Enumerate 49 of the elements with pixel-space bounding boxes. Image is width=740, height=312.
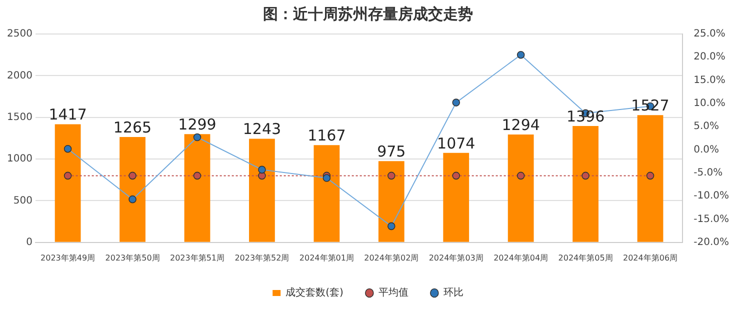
y-tick-label: 2000 xyxy=(6,70,32,82)
x-tick-label: 2023年第52周 xyxy=(234,253,290,262)
y2-tick-label: -20.0% xyxy=(694,236,730,248)
bar xyxy=(120,136,146,242)
legend-label: 环比 xyxy=(443,286,464,299)
y2-tick-label: -10.0% xyxy=(694,190,730,202)
bar xyxy=(637,115,664,242)
legend-label: 平均值 xyxy=(378,286,408,299)
bar xyxy=(249,138,275,242)
x-tick-label: 2024年第03周 xyxy=(428,253,484,262)
legend-label: 成交套数(套) xyxy=(286,286,344,299)
y2-tick-label: 20.0% xyxy=(694,52,726,63)
x-tick-label: 2023年第49周 xyxy=(40,253,96,262)
data-label: 1417 xyxy=(48,106,87,124)
x-tick-label: 2023年第50周 xyxy=(105,253,160,262)
x-tick-label: 2024年第04周 xyxy=(494,253,548,262)
x-tick-label: 2024年第02周 xyxy=(364,253,419,262)
y2-tick-label: 0.0% xyxy=(694,144,720,156)
bar xyxy=(184,134,210,242)
y-tick-label: 500 xyxy=(13,195,32,206)
data-label: 1243 xyxy=(242,120,282,138)
x-tick-label: 2024年第05周 xyxy=(558,253,613,262)
y2-tick-label: -15.0% xyxy=(694,214,730,225)
x-tick-label: 2024年第06周 xyxy=(622,253,678,262)
bar xyxy=(314,145,340,242)
bar xyxy=(572,126,598,242)
y2-tick-label: -5.0% xyxy=(694,168,723,179)
bar xyxy=(54,124,81,242)
bar xyxy=(508,134,534,242)
data-label: 1396 xyxy=(566,107,605,126)
data-label: 975 xyxy=(377,142,406,161)
y-tick-label: 1000 xyxy=(6,154,32,165)
x-tick-label: 2024年第01周 xyxy=(299,253,354,262)
y2-tick-label: 5.0% xyxy=(694,121,720,132)
chart-title: 图：近十周苏州存量房成交走势 xyxy=(263,4,473,23)
y2-tick-label: 15.0% xyxy=(694,74,726,86)
data-label: 1167 xyxy=(308,126,346,145)
y-tick-label: 2500 xyxy=(6,28,32,40)
bar xyxy=(378,161,404,242)
data-label: 1299 xyxy=(178,116,216,134)
bar xyxy=(443,152,470,242)
data-label: 1074 xyxy=(437,134,476,152)
data-label: 1265 xyxy=(113,118,152,136)
y-tick-label: 0 xyxy=(26,236,32,248)
y2-tick-label: 10.0% xyxy=(694,98,726,110)
x-tick-label: 2023年第51周 xyxy=(170,253,225,262)
data-label: 1294 xyxy=(502,116,540,134)
y-tick-label: 1500 xyxy=(6,112,32,123)
y2-tick-label: 25.0% xyxy=(694,28,726,40)
